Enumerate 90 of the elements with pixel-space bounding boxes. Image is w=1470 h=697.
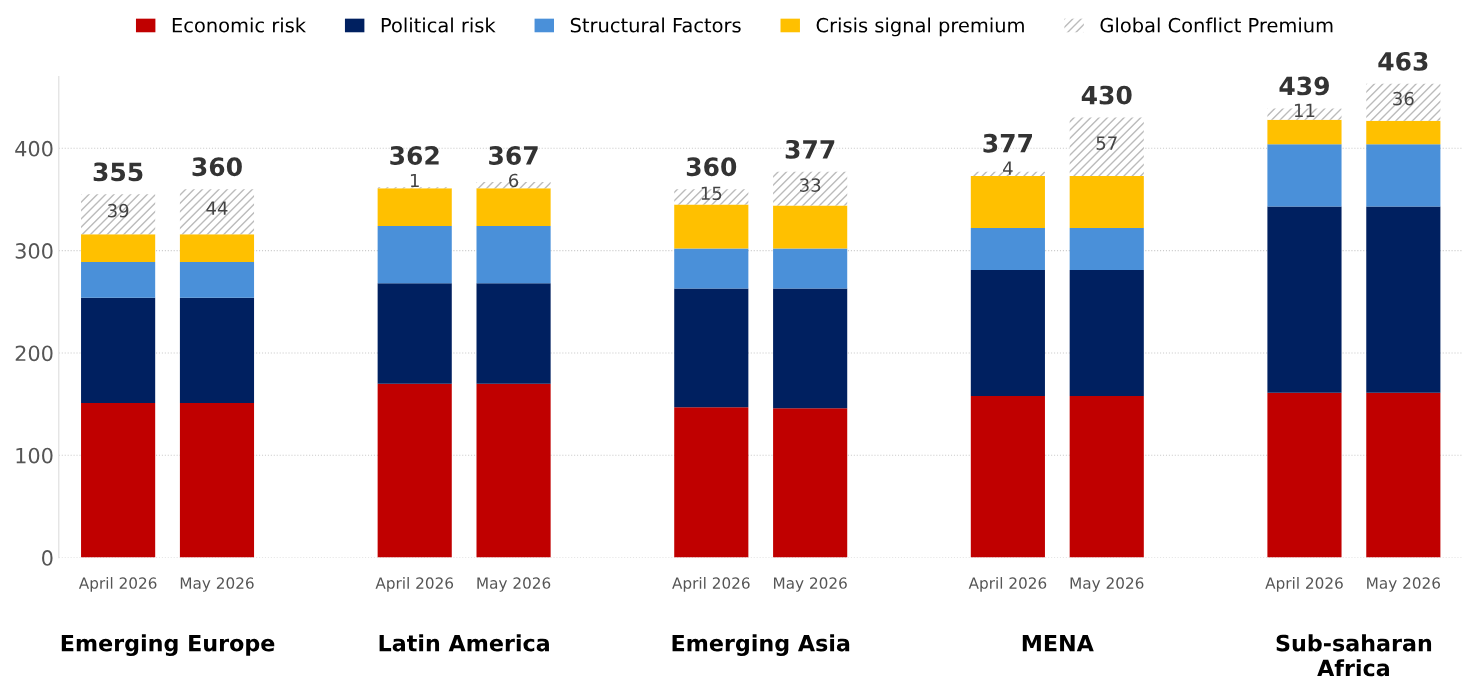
data-label: 57 (1096, 136, 1117, 150)
bar (1069, 117, 1144, 176)
total-label: 439 (1279, 76, 1329, 96)
bar (773, 408, 848, 558)
x-tick-label: May 2026 (477, 577, 551, 592)
bar (377, 226, 452, 284)
data-label: 33 (800, 178, 821, 192)
bar (1267, 392, 1342, 558)
bar (1069, 175, 1144, 229)
data-label: 44 (206, 201, 228, 215)
data-label: 11 (1294, 103, 1315, 117)
legend-label: Global Conflict Premium (1100, 17, 1333, 33)
bar (377, 383, 452, 558)
bar (970, 395, 1045, 558)
bar (81, 297, 156, 404)
x-tick-label: May 2026 (1070, 577, 1144, 592)
data-label: 39 (108, 203, 129, 218)
bar (179, 234, 255, 262)
data-label: 15 (701, 186, 722, 201)
bar (773, 248, 848, 289)
text: Emerging Europe (61, 634, 275, 656)
bar (1366, 206, 1441, 393)
bar (81, 194, 156, 235)
bar (81, 261, 156, 298)
bar (773, 171, 848, 206)
total-label: 463 (1378, 51, 1428, 71)
total-label: 377 (785, 139, 835, 159)
bar (1267, 144, 1342, 207)
text: Emerging Asia (672, 634, 850, 656)
bar (81, 234, 156, 262)
total-label: 367 (489, 146, 538, 165)
data-label: 4 (1003, 161, 1013, 175)
bar (476, 188, 551, 227)
x-tick-label: May 2026 (773, 577, 847, 592)
text: Latin America (379, 634, 549, 652)
x-tick-label: May 2026 (180, 577, 254, 592)
bar (674, 204, 749, 249)
total-label: 362 (390, 146, 439, 165)
total-label: 430 (1081, 85, 1132, 105)
x-tick-label: May 2026 (1367, 577, 1441, 592)
bar (674, 288, 749, 408)
bar (1069, 228, 1144, 271)
x-tick-label: April 2026 (968, 577, 1047, 592)
bar (476, 283, 551, 384)
x-tick-label: April 2026 (78, 577, 157, 592)
bar (674, 248, 749, 289)
bar (970, 270, 1045, 396)
x-tick-label: April 2026 (375, 577, 454, 592)
bar (179, 403, 255, 558)
bar (179, 261, 255, 298)
legend-label: Crisis signal premium (816, 17, 1024, 37)
total-label: 377 (983, 133, 1032, 153)
bar (970, 228, 1045, 271)
total-label: 360 (192, 157, 242, 177)
bar (1366, 120, 1441, 145)
text: MENA (1022, 634, 1094, 652)
total-label: 360 (686, 157, 737, 177)
y-tick-label: 400 (15, 140, 53, 157)
x-tick-label: April 2026 (672, 577, 750, 592)
bar (773, 288, 848, 409)
bar (674, 407, 749, 558)
legend-label: Structural Factors (570, 17, 741, 33)
bar (773, 205, 848, 249)
legend-label: Economic risk (172, 17, 306, 33)
bar (1267, 206, 1342, 393)
bar (377, 188, 452, 227)
bar (476, 383, 551, 558)
y-tick-label: 100 (16, 447, 53, 464)
bar (1069, 270, 1144, 396)
bar (377, 283, 452, 384)
data-label: 6 (509, 173, 519, 188)
bar (81, 403, 156, 558)
bar (179, 297, 255, 404)
bar (970, 175, 1045, 229)
x-tick-label: April 2026 (1265, 577, 1343, 592)
bar (1267, 119, 1342, 145)
y-tick-label: 0 (42, 550, 53, 566)
text: Sub-saharan Africa (1276, 634, 1432, 677)
data-label: 1 (410, 173, 419, 188)
y-tick-label: 200 (15, 345, 53, 362)
bar (179, 189, 255, 235)
bar (1366, 144, 1441, 207)
bar (1366, 83, 1441, 121)
data-label: 36 (1393, 91, 1414, 106)
bar (1366, 392, 1441, 558)
bar (476, 226, 551, 284)
total-label: 355 (93, 162, 143, 182)
legend-label: Political risk (381, 17, 496, 33)
bar (1069, 395, 1144, 558)
y-tick-label: 300 (15, 243, 53, 259)
